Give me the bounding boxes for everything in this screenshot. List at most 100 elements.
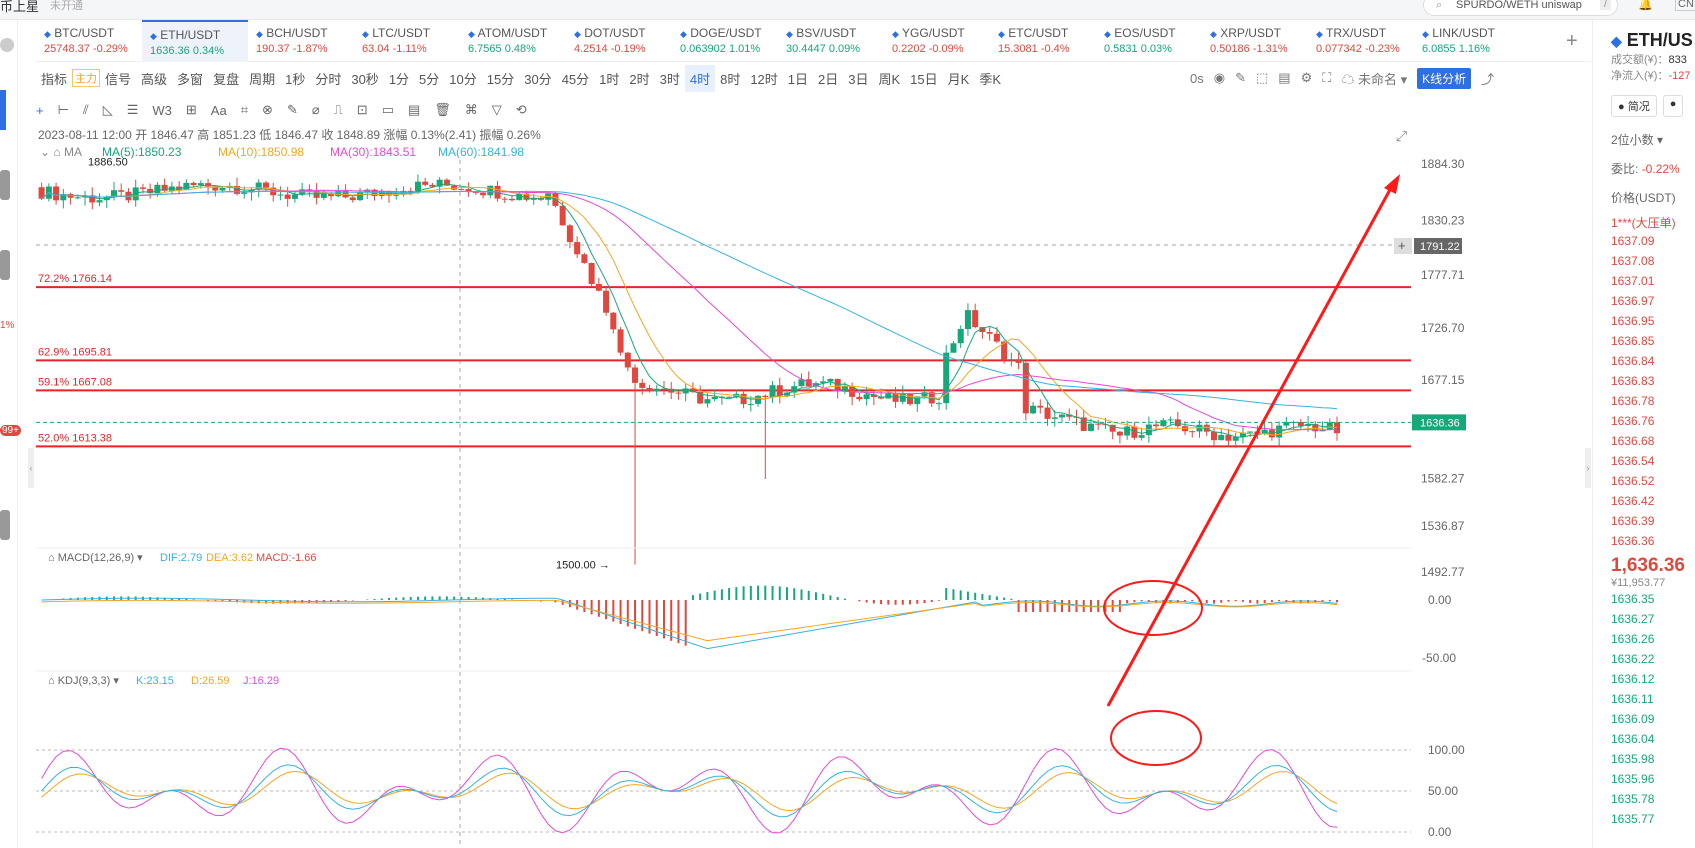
decimal-select[interactable]: 2位小数 ▾ [1611,133,1664,147]
ask-row[interactable]: 1636.54 [1611,454,1655,468]
draw-tool-0-icon[interactable]: + [36,102,44,118]
toolbar-item-0[interactable]: 指标 [41,71,68,87]
toolbar-item-9[interactable]: 30秒 [351,71,379,87]
toolbar-item-17[interactable]: 2时 [629,71,650,87]
toolbar-item-18[interactable]: 3时 [659,71,680,87]
bid-row[interactable]: 1635.78 [1611,792,1655,806]
ask-row[interactable]: 1636.36 [1611,534,1655,548]
toolbar-item-15[interactable]: 45分 [561,71,590,87]
layout-icon[interactable]: ▤ [1278,70,1291,85]
ticker-tab-etc[interactable]: ◆ ETC/USDT 15.3081 -0.4% [990,20,1096,62]
toolbar-item-2[interactable]: 信号 [105,71,132,87]
collapse-right-handle[interactable]: › [1585,448,1591,488]
ask-row[interactable]: 1636.42 [1611,494,1655,508]
nav-item-more[interactable] [0,510,10,540]
collapse-left-handle[interactable]: ‹ [28,448,34,488]
ticker-tab-xrp[interactable]: ◆ XRP/USDT 0.50186 -1.31% [1202,20,1308,62]
draw-tool-19-icon[interactable]: ⟲ [515,102,527,117]
bell-icon[interactable]: 🔔 [1638,0,1653,11]
bid-row[interactable]: 1636.04 [1611,732,1655,746]
draw-tool-18-icon[interactable]: ▽ [491,102,502,117]
kline-analysis-button[interactable]: K线分析 [1417,67,1472,89]
draw-tool-10-icon[interactable]: ✎ [286,102,298,117]
toolbar-item-23[interactable]: 2日 [818,71,839,87]
ticker-tab-dot[interactable]: ◆ DOT/USDT 4.2514 -0.19% [566,20,672,62]
ask-row[interactable]: 1636.83 [1611,374,1655,388]
add-ticker-button[interactable]: + [1566,30,1578,52]
ask-row[interactable]: 1636.39 [1611,514,1655,528]
bid-row[interactable]: 1635.96 [1611,772,1655,786]
toolbar-item-26[interactable]: 15日 [910,71,938,87]
toolbar-item-1[interactable]: 主力 [72,69,101,87]
ask-row[interactable]: 1636.85 [1611,334,1655,348]
draw-tool-3-icon[interactable]: ◺ [102,102,113,117]
draw-tool-11-icon[interactable]: ⌀ [311,102,320,117]
draw-tool-6-icon[interactable]: ⊞ [185,102,197,117]
bid-row[interactable]: 1636.26 [1611,632,1655,646]
toolbar-item-4[interactable]: 多窗 [177,71,204,87]
ticker-tab-atom[interactable]: ◆ ATOM/USDT 6.7565 0.48% [460,20,566,62]
bid-row[interactable]: 1636.27 [1611,612,1655,626]
toolbar-item-27[interactable]: 月K [947,71,970,87]
ask-row[interactable]: 1636.97 [1611,294,1655,308]
ticker-tab-eos[interactable]: ◆ EOS/USDT 0.5831 0.03% [1096,20,1202,62]
toolbar-item-11[interactable]: 5分 [419,71,440,87]
template-select[interactable]: ☁ 未命名 ▾ [1341,71,1408,87]
share-icon[interactable]: ⤴ [1481,71,1495,87]
ask-row[interactable]: 1637.09 [1611,234,1655,248]
toolbar-item-19[interactable]: 4时 [684,64,716,92]
ask-row[interactable]: 1636.52 [1611,474,1655,488]
ticker-tab-doge[interactable]: ◆ DOGE/USDT 0.063902 1.01% [672,20,778,62]
ask-row[interactable]: 1636.84 [1611,354,1655,368]
toolbar-item-6[interactable]: 周期 [249,71,276,87]
ask-row[interactable]: 1636.95 [1611,314,1655,328]
ticker-tab-btc[interactable]: ◆ BTC/USDT 25748.37 -0.29% [36,20,142,62]
ask-row[interactable]: 1637.01 [1611,274,1655,288]
draw-tool-14-icon[interactable]: ▭ [381,102,394,117]
toolbar-item-25[interactable]: 周K [878,71,901,87]
bid-row[interactable]: 1636.22 [1611,652,1655,666]
draw-tool-13-icon[interactable]: ⊡ [356,102,368,117]
nav-item-quotes[interactable] [0,90,6,130]
toolbar-item-5[interactable]: 复盘 [213,71,240,87]
ticker-tab-bsv[interactable]: ◆ BSV/USDT 30.4447 0.09% [778,20,884,62]
draw-tool-9-icon[interactable]: ⊗ [262,102,273,117]
toolbar-item-3[interactable]: 高级 [141,71,168,87]
cursor-icon[interactable]: ⬚ [1255,70,1269,85]
ask-row[interactable]: 1637.08 [1611,254,1655,268]
draw-tool-7-icon[interactable]: Aa [210,102,227,118]
draw-tool-2-icon[interactable]: ⫽ [82,102,89,117]
kline-chart[interactable]: 2023-08-11 12:00 开 1846.47 高 1851.23 低 1… [36,126,1526,848]
nav-item-profit[interactable]: 1% [0,320,15,331]
ticker-tab-ygg[interactable]: ◆ YGG/USDT 0.2202 -0.09% [884,20,990,62]
ticker-tab-bch[interactable]: ◆ BCH/USDT 190.37 -1.87% [248,20,354,62]
tab-overview[interactable]: ● 简况 [1611,95,1657,117]
bid-row[interactable]: 1636.35 [1611,592,1655,606]
camera-icon[interactable]: ◉ [1213,70,1226,85]
bid-row[interactable]: 1636.09 [1611,712,1655,726]
draw-tool-5-icon[interactable]: W3 [152,102,172,118]
toolbar-item-7[interactable]: 1秒 [285,71,306,87]
toolbar-item-21[interactable]: 12时 [750,71,778,87]
gear-icon[interactable]: ⚙ [1300,70,1313,85]
ask-row[interactable]: 1636.68 [1611,434,1655,448]
toolbar-item-16[interactable]: 1时 [599,71,620,87]
bid-row[interactable]: 1635.98 [1611,752,1655,766]
draw-tool-4-icon[interactable]: ☰ [126,102,139,117]
toolbar-item-22[interactable]: 1日 [787,71,809,87]
ticker-tab-trx[interactable]: ◆ TRX/USDT 0.077342 -0.23% [1308,20,1414,62]
toolbar-item-13[interactable]: 15分 [486,71,515,87]
draw-tool-17-icon[interactable]: ⌘ [464,102,478,117]
bid-row[interactable]: 1636.11 [1611,692,1654,706]
nav-item-news[interactable] [0,250,10,280]
toolbar-item-8[interactable]: 分时 [315,71,342,87]
avatar[interactable] [0,38,14,52]
toolbar-item-20[interactable]: 8时 [720,71,741,87]
toolbar-item-28[interactable]: 季K [979,71,1001,87]
ticker-tab-ltc[interactable]: ◆ LTC/USDT 63.04 -1.11% [354,20,460,62]
draw-tool-12-icon[interactable]: ⎍ [333,102,343,117]
fullscreen-icon[interactable]: ⛶ [1322,70,1332,85]
draw-tool-15-icon[interactable]: ▤ [407,102,421,117]
search-input[interactable]: ⌕ SPURDO/WETH uniswap / [1423,0,1618,16]
toolbar-item-14[interactable]: 30分 [524,71,552,87]
